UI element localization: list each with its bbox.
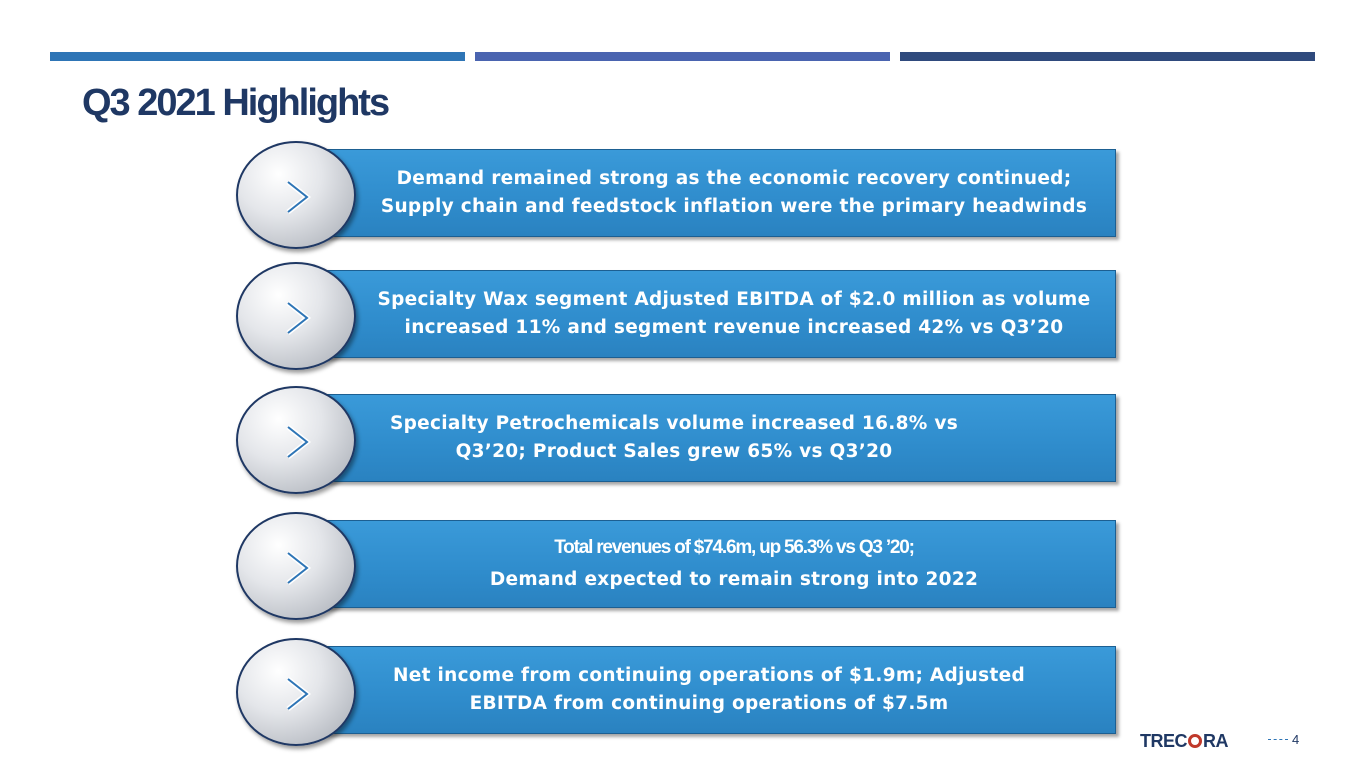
highlight-text: Demand remained strong as the economic r… xyxy=(363,150,1105,236)
highlight-text: Specialty Petrochemicals volume increase… xyxy=(363,395,985,481)
highlight-item-5: Net income from continuing operations of… xyxy=(236,638,1118,746)
logo-text-end: RA xyxy=(1203,731,1229,751)
highlight-banner: Specialty Petrochemicals volume increase… xyxy=(322,394,1116,482)
chevron-right-icon xyxy=(286,551,311,585)
chevron-right-icon xyxy=(286,425,311,459)
highlight-item-1: Demand remained strong as the economic r… xyxy=(236,141,1118,249)
chevron-right-icon xyxy=(286,301,311,335)
highlight-text: Total revenues of $74.6m, up 56.3% vs Q3… xyxy=(363,521,1105,607)
highlight-line: Specialty Wax segment Adjusted EBITDA of… xyxy=(377,289,1091,310)
highlight-banner: Total revenues of $74.6m, up 56.3% vs Q3… xyxy=(322,520,1116,608)
highlight-line: EBITDA from continuing operations of $7.… xyxy=(469,693,949,714)
header-bar-1 xyxy=(50,52,465,61)
bullet-bubble xyxy=(236,262,356,370)
highlight-line: increased 11% and segment revenue increa… xyxy=(404,317,1064,338)
bullet-bubble xyxy=(236,638,356,746)
highlight-banner: Specialty Wax segment Adjusted EBITDA of… xyxy=(322,270,1116,358)
highlight-line: Supply chain and feedstock inflation wer… xyxy=(380,196,1088,217)
highlight-line: Demand remained strong as the economic r… xyxy=(396,168,1072,189)
highlight-line: Total revenues of $74.6m, up 56.3% vs Q3… xyxy=(554,537,915,558)
bullet-bubble xyxy=(236,512,356,620)
page-number-divider xyxy=(1268,739,1288,740)
chevron-right-icon xyxy=(286,677,311,711)
slide-title: Q3 2021 Highlights xyxy=(82,82,390,124)
bullet-bubble xyxy=(236,386,356,494)
highlight-line: Demand expected to remain strong into 20… xyxy=(489,569,979,590)
logo-ring-icon xyxy=(1188,734,1202,748)
header-bar-3 xyxy=(900,52,1315,61)
chevron-right-icon xyxy=(286,180,311,214)
highlight-item-3: Specialty Petrochemicals volume increase… xyxy=(236,386,1118,494)
highlight-item-4: Total revenues of $74.6m, up 56.3% vs Q3… xyxy=(236,512,1118,620)
bullet-bubble xyxy=(236,141,356,249)
highlight-banner: Demand remained strong as the economic r… xyxy=(322,149,1116,237)
highlight-line: Net income from continuing operations of… xyxy=(392,665,1026,686)
trecora-logo: TREC RA xyxy=(1140,731,1229,752)
highlight-text: Specialty Wax segment Adjusted EBITDA of… xyxy=(363,271,1105,357)
header-bar-2 xyxy=(475,52,890,61)
highlight-line: Q3’20; Product Sales grew 65% vs Q3’20 xyxy=(455,441,893,462)
highlight-text: Net income from continuing operations of… xyxy=(363,647,1055,733)
highlight-item-2: Specialty Wax segment Adjusted EBITDA of… xyxy=(236,262,1118,370)
highlight-line: Specialty Petrochemicals volume increase… xyxy=(389,413,959,434)
highlight-banner: Net income from continuing operations of… xyxy=(322,646,1116,734)
logo-text-start: TREC xyxy=(1140,731,1188,751)
page-number: 4 xyxy=(1292,732,1300,747)
